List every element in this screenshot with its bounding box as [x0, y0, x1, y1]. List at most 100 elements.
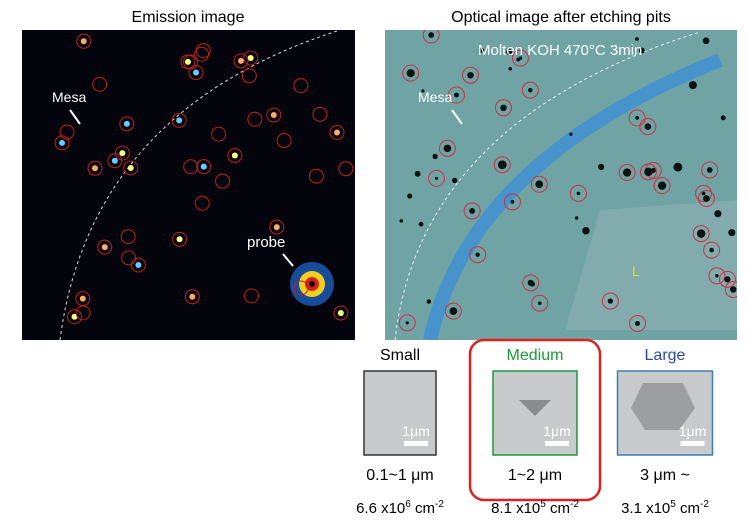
pit — [730, 286, 736, 292]
pit — [454, 93, 459, 98]
pit — [435, 177, 438, 180]
pit — [498, 160, 507, 169]
pit — [569, 132, 572, 135]
pit-types: Small 1μm 0.1~1 μm 6.6 x106 cm-2 Medium 1μm 1~… — [356, 347, 712, 517]
pit — [714, 210, 721, 217]
pit-name: Small — [380, 347, 420, 364]
spot — [185, 59, 191, 65]
pit — [724, 276, 730, 282]
pit — [598, 164, 604, 170]
pit — [427, 299, 431, 303]
pit — [635, 37, 639, 41]
spot — [274, 224, 280, 230]
spot — [135, 262, 141, 268]
pit — [452, 178, 457, 183]
spot — [102, 244, 108, 250]
spot — [271, 112, 277, 118]
spot — [338, 310, 344, 316]
annotation: Molten KOH 470°C 3min — [478, 42, 642, 59]
spot — [238, 58, 244, 64]
pit — [707, 167, 713, 173]
pit — [703, 195, 710, 202]
pit — [475, 253, 479, 257]
label: Mesa — [52, 89, 86, 105]
pit — [644, 168, 652, 176]
scale-bar — [681, 441, 705, 446]
pit — [449, 307, 457, 315]
pit — [577, 192, 581, 196]
density-part: 3.1 x10 — [621, 500, 670, 517]
pit — [407, 69, 415, 77]
spot — [201, 164, 207, 170]
pit — [673, 163, 682, 172]
pit — [399, 219, 403, 223]
pit — [511, 200, 515, 204]
panel-title: Emission image — [132, 9, 245, 26]
pit — [689, 81, 697, 89]
spot — [112, 158, 118, 164]
pit — [728, 229, 735, 236]
density-part: -2 — [435, 499, 444, 510]
pit-size: 1~2 μm — [508, 467, 562, 484]
spot — [81, 38, 87, 44]
density-part: 6.6 x10 — [356, 500, 405, 517]
pit — [582, 227, 590, 235]
scale-bar — [545, 441, 569, 446]
pit — [415, 171, 421, 177]
density-part: cm — [676, 500, 700, 517]
scale-label: 1μm — [402, 423, 430, 439]
pit-density: 8.1 x105 cm-2 — [491, 499, 579, 517]
pit — [419, 222, 424, 227]
probe-spot — [309, 281, 315, 287]
pit — [721, 115, 726, 120]
pit — [715, 274, 719, 278]
pit — [635, 321, 640, 326]
pit — [635, 116, 639, 120]
spot — [177, 236, 183, 242]
pit-size: 0.1~1 μm — [366, 467, 433, 484]
pit — [428, 32, 434, 38]
spot — [124, 121, 130, 127]
scale-label: 1μm — [679, 423, 707, 439]
density-part: -2 — [700, 499, 709, 510]
pit — [407, 194, 412, 199]
spot — [128, 165, 134, 171]
spot — [232, 153, 238, 159]
pit — [469, 208, 475, 214]
pit-density: 6.6 x106 cm-2 — [356, 499, 444, 517]
panel-title: Optical image after etching pits — [451, 9, 671, 26]
pit — [575, 216, 579, 220]
pit — [538, 301, 542, 305]
pit — [444, 145, 452, 153]
pit-name: Medium — [507, 347, 564, 364]
label: probe — [247, 234, 285, 251]
pit — [467, 72, 474, 79]
pit — [658, 182, 666, 190]
density-part: 8.1 x10 — [491, 500, 540, 517]
pit — [623, 168, 631, 176]
spot — [176, 117, 182, 123]
pit — [508, 67, 512, 71]
pit — [645, 123, 652, 130]
pit — [528, 88, 532, 92]
spot — [59, 140, 65, 146]
scale-bar — [404, 441, 428, 446]
density-part: -2 — [570, 499, 579, 510]
density-part: cm — [411, 500, 435, 517]
density-part: cm — [546, 500, 570, 517]
spot — [189, 294, 195, 300]
pit-density: 3.1 x105 cm-2 — [621, 499, 709, 517]
pit — [697, 229, 705, 237]
scale-label: 1μm — [543, 423, 571, 439]
pit — [608, 298, 613, 303]
spot — [334, 129, 340, 135]
pit — [703, 37, 710, 44]
pit-name: Large — [645, 347, 686, 364]
pit — [709, 248, 714, 253]
label: L — [632, 263, 640, 279]
pit — [406, 321, 409, 324]
spot — [248, 55, 254, 61]
pit — [432, 154, 437, 159]
figure: Emission image Optical image after etchi… — [0, 0, 747, 522]
spot — [119, 150, 125, 156]
